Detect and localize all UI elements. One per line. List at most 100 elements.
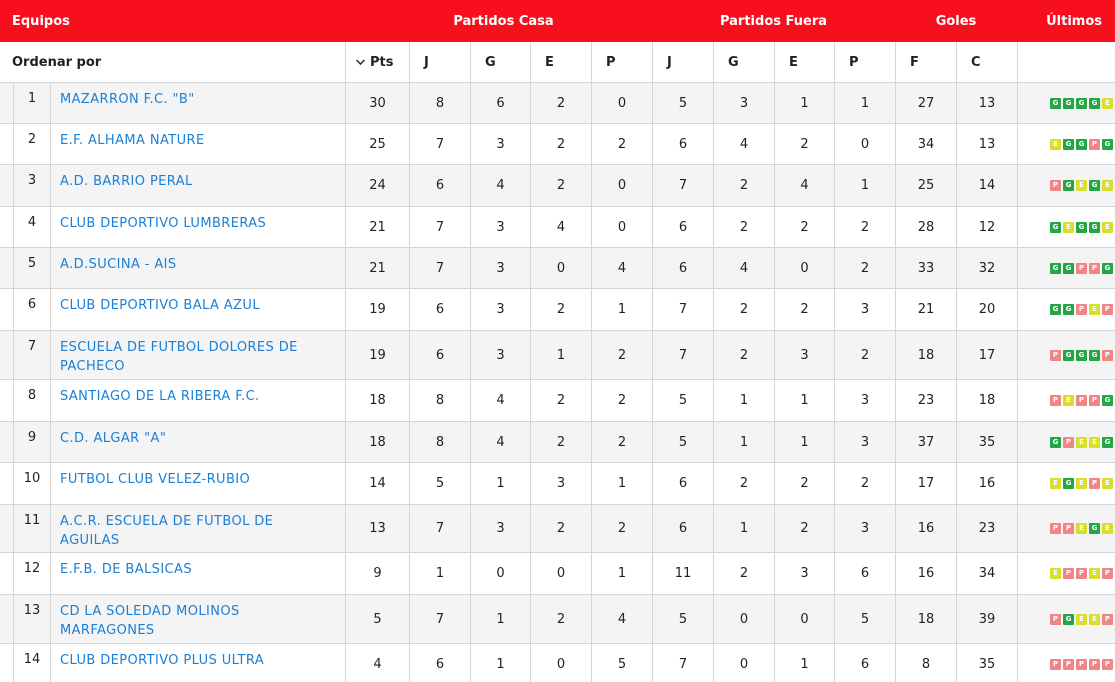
team-link[interactable]: MAZARRON F.C. "B" bbox=[60, 92, 195, 107]
result-badge[interactable]: G bbox=[1063, 349, 1074, 361]
result-badge[interactable]: E bbox=[1102, 523, 1113, 534]
result-badge[interactable]: P bbox=[1063, 659, 1074, 670]
result-badge[interactable]: P bbox=[1076, 304, 1087, 315]
result-badge[interactable]: G bbox=[1050, 436, 1061, 448]
col-away-j[interactable]: J bbox=[652, 42, 713, 82]
result-badge[interactable]: P bbox=[1089, 478, 1100, 489]
result-badge[interactable]: E bbox=[1089, 304, 1100, 315]
row-indicator bbox=[0, 83, 13, 123]
team-link[interactable]: E.F.B. DE BALSICAS bbox=[60, 562, 192, 577]
result-badge[interactable]: G bbox=[1076, 221, 1087, 233]
result-badge[interactable]: G bbox=[1063, 138, 1074, 150]
result-badge[interactable]: P bbox=[1102, 568, 1113, 579]
team-link[interactable]: CLUB DEPORTIVO BALA AZUL bbox=[60, 298, 260, 313]
result-badge[interactable]: E bbox=[1089, 436, 1100, 448]
result-badge[interactable]: P bbox=[1050, 613, 1061, 625]
result-badge[interactable]: G bbox=[1063, 180, 1074, 191]
col-home-g[interactable]: G bbox=[470, 42, 530, 82]
result-badge[interactable]: E bbox=[1076, 613, 1087, 625]
result-badge[interactable]: E bbox=[1076, 436, 1087, 448]
result-badge[interactable]: E bbox=[1102, 97, 1113, 109]
col-home-p[interactable]: P bbox=[591, 42, 652, 82]
result-badge[interactable]: P bbox=[1102, 349, 1113, 361]
result-badge[interactable]: G bbox=[1076, 349, 1087, 361]
result-badge[interactable]: G bbox=[1076, 138, 1087, 150]
team-link[interactable]: CLUB DEPORTIVO PLUS ULTRA bbox=[60, 653, 265, 668]
result-badge[interactable]: E bbox=[1063, 221, 1074, 233]
team-link[interactable]: SANTIAGO DE LA RIBERA F.C. bbox=[60, 389, 260, 404]
result-badge[interactable]: G bbox=[1089, 180, 1100, 191]
stat-hj: 8 bbox=[409, 380, 470, 421]
result-badge[interactable]: E bbox=[1050, 478, 1061, 489]
result-badge[interactable]: G bbox=[1050, 97, 1061, 109]
result-badge[interactable]: P bbox=[1063, 436, 1074, 448]
result-badge[interactable]: P bbox=[1050, 349, 1061, 361]
result-badge[interactable]: P bbox=[1076, 262, 1087, 274]
result-badge[interactable]: E bbox=[1089, 568, 1100, 579]
col-away-p[interactable]: P bbox=[834, 42, 895, 82]
result-badge[interactable]: P bbox=[1050, 523, 1061, 534]
result-badge[interactable]: G bbox=[1102, 262, 1113, 274]
result-badge[interactable]: E bbox=[1076, 478, 1087, 489]
result-badge[interactable]: P bbox=[1063, 568, 1074, 579]
result-badge[interactable]: E bbox=[1063, 395, 1074, 406]
result-badge[interactable]: G bbox=[1063, 97, 1074, 109]
stat-ae: 3 bbox=[774, 553, 834, 594]
team-link[interactable]: A.C.R. ESCUELA DE FUTBOL DE AGUILAS bbox=[60, 514, 274, 548]
col-home-j[interactable]: J bbox=[409, 42, 470, 82]
result-badge[interactable]: G bbox=[1063, 262, 1074, 274]
col-home-e[interactable]: E bbox=[530, 42, 591, 82]
sort-pts-button[interactable]: Pts bbox=[345, 42, 409, 82]
result-badge[interactable]: P bbox=[1050, 659, 1061, 670]
col-goals-c[interactable]: C bbox=[956, 42, 1017, 82]
result-badge[interactable]: P bbox=[1089, 659, 1100, 670]
col-goals-f[interactable]: F bbox=[895, 42, 956, 82]
result-badge[interactable]: P bbox=[1102, 659, 1113, 670]
col-away-g[interactable]: G bbox=[713, 42, 774, 82]
result-badge[interactable]: G bbox=[1089, 221, 1100, 233]
result-badge[interactable]: P bbox=[1076, 395, 1087, 406]
result-badge[interactable]: G bbox=[1102, 138, 1113, 150]
team-link[interactable]: CD LA SOLEDAD MOLINOS MARFAGONES bbox=[60, 604, 240, 638]
result-badge[interactable]: P bbox=[1063, 523, 1074, 534]
col-away-e[interactable]: E bbox=[774, 42, 834, 82]
result-badge[interactable]: P bbox=[1089, 138, 1100, 150]
result-badge[interactable]: P bbox=[1102, 304, 1113, 315]
result-badge[interactable]: G bbox=[1063, 304, 1074, 315]
team-link[interactable]: A.D. BARRIO PERAL bbox=[60, 174, 193, 189]
result-badge[interactable]: E bbox=[1076, 523, 1087, 534]
result-badge[interactable]: P bbox=[1076, 568, 1087, 579]
result-badge[interactable]: G bbox=[1076, 97, 1087, 109]
team-link[interactable]: C.D. ALGAR "A" bbox=[60, 431, 167, 446]
result-badge[interactable]: G bbox=[1050, 221, 1061, 233]
result-badge[interactable]: E bbox=[1102, 478, 1113, 489]
result-badge[interactable]: P bbox=[1076, 659, 1087, 670]
result-badge[interactable]: P bbox=[1050, 395, 1061, 406]
result-badge[interactable]: G bbox=[1050, 304, 1061, 315]
result-badge[interactable]: P bbox=[1102, 613, 1113, 625]
result-badge[interactable]: G bbox=[1050, 262, 1061, 274]
team-link[interactable]: ESCUELA DE FUTBOL DOLORES DE PACHECO bbox=[60, 340, 298, 374]
result-badge[interactable]: E bbox=[1102, 180, 1113, 191]
result-badge[interactable]: P bbox=[1089, 262, 1100, 274]
result-badge[interactable]: G bbox=[1063, 478, 1074, 489]
result-badge[interactable]: G bbox=[1089, 349, 1100, 361]
result-badge[interactable]: P bbox=[1050, 180, 1061, 191]
stat-f: 18 bbox=[895, 331, 956, 379]
result-badge[interactable]: G bbox=[1102, 395, 1113, 406]
team-link[interactable]: CLUB DEPORTIVO LUMBRERAS bbox=[60, 216, 267, 231]
team-link[interactable]: A.D.SUCINA - AIS bbox=[60, 257, 177, 272]
team-link[interactable]: FUTBOL CLUB VELEZ-RUBIO bbox=[60, 472, 251, 487]
result-badge[interactable]: G bbox=[1089, 97, 1100, 109]
result-badge[interactable]: G bbox=[1089, 523, 1100, 534]
result-badge[interactable]: E bbox=[1050, 568, 1061, 579]
result-badge[interactable]: G bbox=[1063, 613, 1074, 625]
result-badge[interactable]: P bbox=[1089, 395, 1100, 406]
result-badge[interactable]: E bbox=[1076, 180, 1087, 191]
result-badge[interactable]: E bbox=[1050, 138, 1061, 150]
result-badge[interactable]: E bbox=[1102, 221, 1113, 233]
result-badge[interactable]: G bbox=[1102, 436, 1113, 448]
result-badge[interactable]: E bbox=[1089, 613, 1100, 625]
team-link[interactable]: E.F. ALHAMA NATURE bbox=[60, 133, 205, 148]
